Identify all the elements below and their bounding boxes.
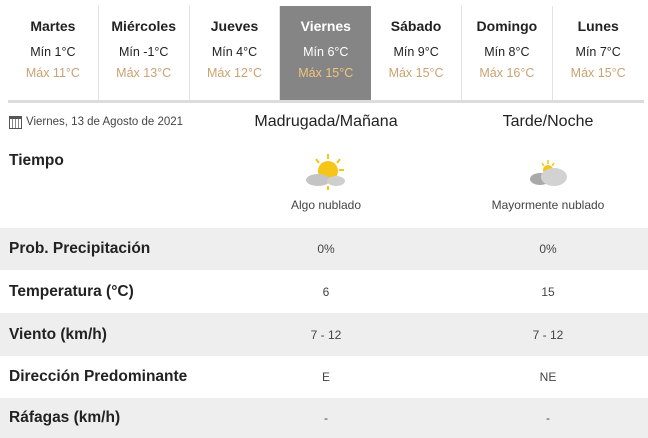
weather-description: Mayormente nublado (491, 198, 605, 212)
day-tab-martes[interactable]: Martes Mín 1°C Máx 11°C (8, 6, 99, 100)
value-morning: - (324, 411, 328, 425)
day-min: Mín 8°C (484, 45, 530, 59)
row-viento: Viento (km/h) 7 - 12 7 - 12 (0, 313, 648, 356)
day-tab-sabado[interactable]: Sábado Mín 9°C Máx 15°C (371, 6, 462, 100)
day-max: Máx 16°C (479, 66, 535, 80)
partly-cloudy-icon (306, 154, 345, 190)
day-max: Máx 15°C (298, 66, 354, 80)
mostly-cloudy-icon (530, 160, 567, 186)
value-morning: E (321, 370, 330, 384)
column-header-evening: Tarde/Noche (502, 113, 594, 130)
day-tab-viernes[interactable]: Viernes Mín 6°C Máx 15°C (280, 6, 372, 100)
row-tiempo: Tiempo Algo nublado Mayormente nublado (0, 140, 648, 228)
row-direccion: Dirección Predominante E NE (0, 356, 648, 398)
day-min: Mín 7°C (575, 45, 621, 59)
row-label: Prob. Precipitación (9, 240, 151, 257)
detail-header: Viernes, 13 de Agosto de 2021 Madrugada/… (0, 108, 648, 136)
day-name: Domingo (476, 18, 538, 34)
row-prob-precipitacion: Prob. Precipitación 0% 0% (0, 228, 648, 270)
day-tab-miercoles[interactable]: Miércoles Mín -1°C Máx 13°C (99, 6, 190, 100)
day-min: Mín 1°C (30, 45, 76, 59)
value-evening: 15 (541, 284, 555, 299)
value-evening: 7 - 12 (532, 327, 564, 342)
calendar-icon (9, 115, 22, 129)
day-tab-jueves[interactable]: Jueves Mín 4°C Máx 12°C (190, 6, 281, 100)
row-label: Dirección Predominante (9, 368, 188, 385)
value-evening: NE (539, 370, 557, 384)
day-name: Viernes (300, 18, 351, 34)
value-morning: 7 - 12 (310, 327, 342, 342)
day-name: Miércoles (111, 18, 176, 34)
row-label: Temperatura (°C) (9, 282, 134, 300)
day-name: Sábado (390, 18, 442, 34)
value-evening: 0% (539, 242, 557, 256)
day-tab-domingo[interactable]: Domingo Mín 8°C Máx 16°C (462, 6, 553, 100)
weather-evening: Mayormente nublado (458, 152, 638, 212)
value-morning: 0% (317, 242, 335, 256)
row-label: Ráfagas (km/h) (9, 409, 121, 426)
day-max: Máx 12°C (206, 66, 262, 80)
weather-description: Algo nublado (290, 198, 362, 212)
row-label: Tiempo (9, 152, 64, 169)
value-morning: 6 (322, 284, 330, 299)
day-min: Mín 6°C (303, 45, 349, 59)
day-max: Máx 15°C (570, 66, 626, 80)
divider (8, 100, 644, 103)
day-name: Lunes (577, 18, 619, 34)
row-label: Viento (km/h) (9, 325, 107, 343)
day-min: Mín 9°C (393, 45, 439, 59)
row-rafagas: Ráfagas (km/h) - - (0, 398, 648, 438)
date-text: Viernes, 13 de Agosto de 2021 (26, 116, 184, 128)
day-name: Jueves (210, 18, 259, 34)
day-selector: Martes Mín 1°C Máx 11°C Miércoles Mín -1°C M… (8, 6, 644, 100)
day-min: Mín -1°C (118, 45, 169, 59)
day-max: Máx 13°C (116, 66, 172, 80)
row-temperatura: Temperatura (°C) 6 15 (0, 270, 648, 313)
value-evening: - (546, 411, 550, 425)
day-tab-lunes[interactable]: Lunes Mín 7°C Máx 15°C (553, 6, 644, 100)
weather-morning: Algo nublado (236, 152, 416, 212)
day-max: Máx 15°C (388, 66, 444, 80)
day-name: Martes (30, 18, 76, 34)
date-label: Viernes, 13 de Agosto de 2021 (0, 115, 230, 129)
day-max: Máx 11°C (25, 66, 80, 80)
column-header-morning: Madrugada/Mañana (254, 113, 398, 130)
day-min: Mín 4°C (211, 45, 258, 59)
